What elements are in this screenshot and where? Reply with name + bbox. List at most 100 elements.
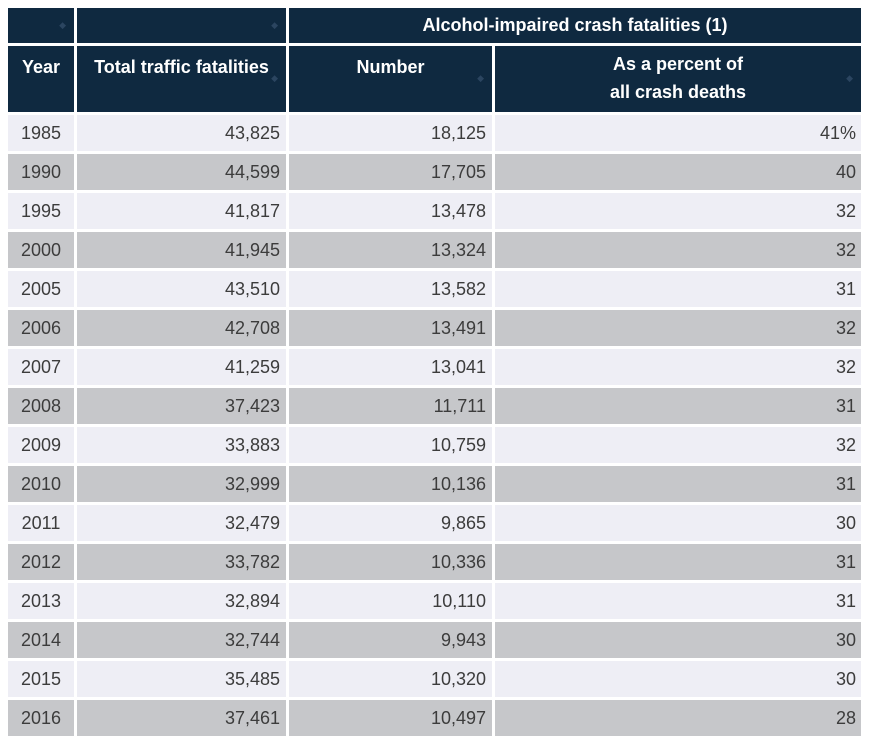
year-cell: 2010	[8, 466, 74, 502]
alcohol-number-cell: 13,478	[289, 193, 492, 229]
sort-icon[interactable]: ◆	[477, 73, 484, 83]
table-row: 2008 37,423 11,711 31	[8, 388, 861, 424]
total-fatalities-cell: 35,485	[77, 661, 286, 697]
table-row: 2007 41,259 13,041 32	[8, 349, 861, 385]
total-fatalities-cell: 32,479	[77, 505, 286, 541]
header-row-columns: Year Total traffic fatalities ◆ Number ◆…	[8, 46, 861, 112]
sort-icon[interactable]: ◆	[271, 73, 278, 83]
table-row: 1995 41,817 13,478 32	[8, 193, 861, 229]
table-row: 2016 37,461 10,497 28	[8, 700, 861, 736]
alcohol-number-cell: 10,497	[289, 700, 492, 736]
column-header-percent-line2: all crash deaths	[609, 82, 747, 102]
table-row: 2009 33,883 10,759 32	[8, 427, 861, 463]
alcohol-number-cell: 9,943	[289, 622, 492, 658]
percent-cell: 32	[495, 310, 861, 346]
table-row: 2005 43,510 13,582 31	[8, 271, 861, 307]
total-fatalities-cell: 43,825	[77, 115, 286, 151]
year-cell: 1995	[8, 193, 74, 229]
alcohol-number-cell: 11,711	[289, 388, 492, 424]
year-cell: 1990	[8, 154, 74, 190]
column-header-number-label: Number	[356, 57, 425, 77]
table-row: 2013 32,894 10,110 31	[8, 583, 861, 619]
empty-header-total[interactable]: ◆	[77, 8, 286, 43]
alcohol-number-cell: 10,320	[289, 661, 492, 697]
table-row: 2011 32,479 9,865 30	[8, 505, 861, 541]
crash-fatalities-table: ◆ ◆ Alcohol-impaired crash fatalities (1…	[5, 5, 864, 739]
percent-cell: 40	[495, 154, 861, 190]
year-cell: 2013	[8, 583, 74, 619]
year-cell: 2011	[8, 505, 74, 541]
percent-cell: 31	[495, 466, 861, 502]
column-header-total-label: Total traffic fatalities	[94, 57, 269, 77]
alcohol-number-cell: 10,136	[289, 466, 492, 502]
percent-cell: 30	[495, 622, 861, 658]
year-cell: 2014	[8, 622, 74, 658]
year-cell: 1985	[8, 115, 74, 151]
table-row: 2015 35,485 10,320 30	[8, 661, 861, 697]
year-cell: 2015	[8, 661, 74, 697]
column-header-percent[interactable]: As a percent of all crash deaths ◆	[495, 46, 861, 112]
column-header-total[interactable]: Total traffic fatalities ◆	[77, 46, 286, 112]
year-cell: 2006	[8, 310, 74, 346]
percent-cell: 28	[495, 700, 861, 736]
table-row: 2000 41,945 13,324 32	[8, 232, 861, 268]
column-header-percent-line1: As a percent of	[612, 54, 744, 74]
total-fatalities-cell: 42,708	[77, 310, 286, 346]
percent-cell: 31	[495, 583, 861, 619]
alcohol-number-cell: 18,125	[289, 115, 492, 151]
alcohol-number-cell: 13,324	[289, 232, 492, 268]
sort-icon[interactable]: ◆	[271, 20, 278, 30]
total-fatalities-cell: 33,883	[77, 427, 286, 463]
alcohol-number-cell: 17,705	[289, 154, 492, 190]
percent-cell: 30	[495, 505, 861, 541]
group-header-alcohol: Alcohol-impaired crash fatalities (1)	[289, 8, 861, 43]
total-fatalities-cell: 41,259	[77, 349, 286, 385]
year-cell: 2008	[8, 388, 74, 424]
alcohol-number-cell: 10,336	[289, 544, 492, 580]
total-fatalities-cell: 43,510	[77, 271, 286, 307]
total-fatalities-cell: 32,744	[77, 622, 286, 658]
year-cell: 2005	[8, 271, 74, 307]
year-cell: 2000	[8, 232, 74, 268]
total-fatalities-cell: 37,423	[77, 388, 286, 424]
table-row: 1985 43,825 18,125 41%	[8, 115, 861, 151]
year-cell: 2009	[8, 427, 74, 463]
total-fatalities-cell: 41,817	[77, 193, 286, 229]
percent-cell: 32	[495, 232, 861, 268]
percent-cell: 31	[495, 544, 861, 580]
table-row: 1990 44,599 17,705 40	[8, 154, 861, 190]
total-fatalities-cell: 32,894	[77, 583, 286, 619]
alcohol-number-cell: 9,865	[289, 505, 492, 541]
column-header-year[interactable]: Year	[8, 46, 74, 112]
total-fatalities-cell: 37,461	[77, 700, 286, 736]
alcohol-number-cell: 10,759	[289, 427, 492, 463]
sort-icon[interactable]: ◆	[59, 20, 66, 30]
percent-cell: 31	[495, 271, 861, 307]
total-fatalities-cell: 32,999	[77, 466, 286, 502]
table-head: ◆ ◆ Alcohol-impaired crash fatalities (1…	[8, 8, 861, 112]
year-cell: 2007	[8, 349, 74, 385]
table-row: 2010 32,999 10,136 31	[8, 466, 861, 502]
alcohol-number-cell: 13,041	[289, 349, 492, 385]
total-fatalities-cell: 41,945	[77, 232, 286, 268]
total-fatalities-cell: 44,599	[77, 154, 286, 190]
year-cell: 2016	[8, 700, 74, 736]
column-header-number[interactable]: Number ◆	[289, 46, 492, 112]
percent-cell: 41%	[495, 115, 861, 151]
header-row-group: ◆ ◆ Alcohol-impaired crash fatalities (1…	[8, 8, 861, 43]
table-row: 2006 42,708 13,491 32	[8, 310, 861, 346]
percent-cell: 32	[495, 193, 861, 229]
total-fatalities-cell: 33,782	[77, 544, 286, 580]
alcohol-number-cell: 13,491	[289, 310, 492, 346]
percent-cell: 30	[495, 661, 861, 697]
percent-cell: 32	[495, 349, 861, 385]
empty-header-year[interactable]: ◆	[8, 8, 74, 43]
alcohol-number-cell: 13,582	[289, 271, 492, 307]
year-cell: 2012	[8, 544, 74, 580]
alcohol-number-cell: 10,110	[289, 583, 492, 619]
table-row: 2012 33,782 10,336 31	[8, 544, 861, 580]
column-header-year-label: Year	[21, 57, 61, 77]
sort-icon[interactable]: ◆	[846, 73, 853, 83]
table-body: 1985 43,825 18,125 41% 1990 44,599 17,705 40 199…	[8, 115, 861, 736]
